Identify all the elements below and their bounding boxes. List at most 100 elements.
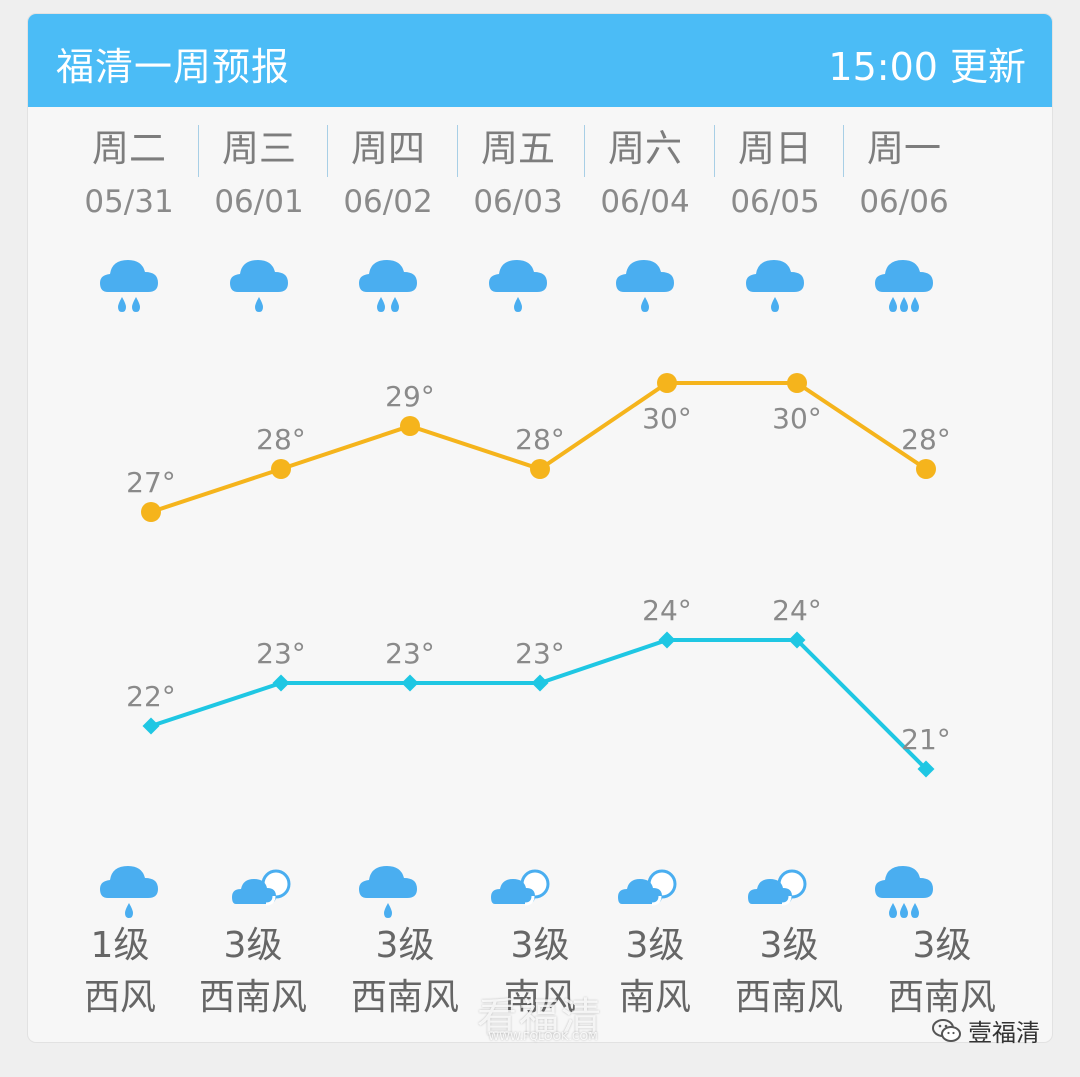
wind-info: 3级南风 [575,920,735,1024]
heavy-rain-icon [875,866,933,918]
night-weather-icon [355,858,425,926]
rain-icon [100,866,158,918]
rain-icon [359,866,417,918]
wind-direction: 西南风 [350,977,459,1018]
low-temp-point [917,760,935,778]
date-label: 06/03 [473,184,563,220]
date-label: 05/31 [84,184,174,220]
high-temp-point [657,373,677,393]
low-temp-point [531,674,549,692]
day-weather-icon [355,252,425,320]
wind-level: 3级 [759,925,819,966]
night-weather-icon [96,858,166,926]
wind-info: 3级西南风 [709,920,869,1024]
partly-cloudy-icon [618,869,677,906]
rain-icon [616,260,674,312]
day-separator [584,125,585,177]
partly-cloudy-icon [232,869,291,906]
low-temp-point [788,631,806,649]
wind-direction: 西南风 [887,977,996,1018]
weekday-label: 周六 [608,127,682,170]
wind-level: 1级 [90,925,150,966]
day-column: 周日 06/05 [707,125,843,220]
rain-icon [100,260,158,312]
wind-level: 3级 [625,925,685,966]
wind-info: 3级 西南风 [862,920,1022,1024]
wind-direction: 西南风 [198,977,307,1018]
wind-direction: 南风 [503,977,576,1018]
date-label: 06/02 [343,184,433,220]
high-temp-label: 28° [901,423,951,456]
day-separator [457,125,458,177]
day-column: 周六 06/04 [577,125,713,220]
weekday-label: 周二 [92,127,166,170]
low-temp-label: 22° [126,680,176,713]
forecast-title: 福清一周预报 [56,45,291,89]
night-weather-icon [485,858,555,926]
low-temp-point [401,674,419,692]
day-weather-icon [96,252,166,320]
wind-info: 3级南风 [460,920,620,1024]
partly-cloudy-icon [748,869,807,906]
low-temp-label: 23° [385,637,435,670]
day-separator [843,125,844,177]
day-column: 周四 06/02 [320,125,456,220]
low-temp-label: 23° [515,637,565,670]
day-separator [327,125,328,177]
wind-info: 1级西风 [40,920,200,1024]
wind-direction: 西风 [83,977,156,1018]
low-temp-point [658,631,676,649]
high-temp-label: 30° [642,402,692,435]
night-weather-icon [612,858,682,926]
low-temp-label: 24° [772,594,822,627]
low-temp-point [142,717,160,735]
high-temp-label: 30° [772,402,822,435]
wind-level: 3级 [510,925,570,966]
wechat-icon [932,1018,961,1042]
date-label: 06/05 [730,184,820,220]
high-temp-label: 28° [515,423,565,456]
high-temp-point [916,459,936,479]
low-temp-label: 24° [642,594,692,627]
watermark-url: WWW.FQLOOK.COM [488,1030,598,1043]
date-label: 06/01 [214,184,304,220]
date-label: 06/06 [859,184,949,220]
rain-icon [489,260,547,312]
wind-level: 3级 [375,925,435,966]
high-temp-label: 28° [256,423,306,456]
night-weather-icon [226,858,296,926]
high-temp-label: 27° [126,466,176,499]
weekday-label: 周五 [481,127,555,170]
high-temp-point [400,416,420,436]
rain-icon [359,260,417,312]
wechat-account-name: 壹福清 [968,1019,1040,1047]
day-weather-icon [226,252,296,320]
wind-direction: 西南风 [734,977,843,1018]
date-label: 06/04 [600,184,690,220]
day-column: 周一 06/06 [836,125,972,220]
heavy-rain-icon [875,260,933,312]
day-separator [198,125,199,177]
day-separator [714,125,715,177]
wind-direction: 南风 [618,977,691,1018]
weekday-label: 周三 [222,127,296,170]
update-time: 15:00 更新 [828,45,1026,89]
partly-cloudy-icon [491,869,550,906]
day-column: 周二 05/31 [61,125,197,220]
high-temp-label: 29° [385,380,435,413]
wind-info: 3级西南风 [173,920,333,1024]
weekday-label: 周四 [351,127,425,170]
day-weather-icon [485,252,555,320]
night-weather-icon [871,858,941,926]
forecast-header: 福清一周预报 15:00 更新 [28,14,1052,107]
day-column: 周五 06/03 [450,125,586,220]
watermark-logo-text: 看福清 [477,995,603,1041]
high-temp-point [530,459,550,479]
rain-icon [746,260,804,312]
day-weather-icon [612,252,682,320]
wind-level: 3级 [223,925,283,966]
wechat-account: 壹福清 [932,1013,1040,1048]
low-temp-label: 21° [901,723,951,756]
day-column: 周三 06/01 [191,125,327,220]
